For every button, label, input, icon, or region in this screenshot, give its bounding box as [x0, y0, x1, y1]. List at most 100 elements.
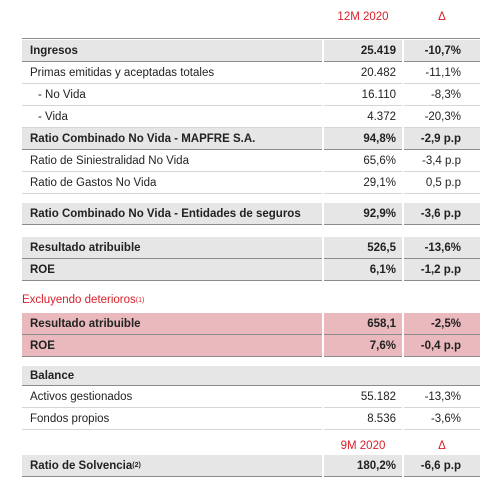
row-label: Resultado atribuible — [22, 237, 322, 259]
row-value-text: 658,1 — [367, 317, 396, 330]
row-label-text: Ratio de Gastos No Vida — [30, 176, 157, 189]
row-delta: -2,9 p.p — [404, 128, 480, 150]
row-label: Ratio Combinado No Vida - Entidades de s… — [22, 203, 322, 225]
row-value-text: 6,1% — [369, 263, 396, 276]
row-label: ROE — [22, 335, 322, 357]
row-delta-text: -13,6% — [424, 241, 461, 254]
row-label-text: Ratio de Solvencia — [30, 459, 133, 472]
row-label-text: Resultado atribuible — [30, 317, 141, 330]
row-value-text: 29,1% — [363, 176, 396, 189]
column-header-text: Δ — [438, 440, 446, 452]
column-header-text: Δ — [438, 11, 446, 23]
row-value: 25.419 — [324, 40, 402, 62]
row-label-text: Activos gestionados — [30, 390, 133, 403]
row-label-text: Ingresos — [30, 44, 78, 57]
row-delta: -13,3% — [404, 386, 480, 408]
row-label-text: ROE — [30, 339, 55, 352]
note-label-text: Excluyendo deterioros — [22, 294, 136, 306]
row-delta-text: 0,5 p.p — [425, 176, 461, 189]
row-value-text: 20.482 — [360, 66, 396, 79]
row-value-text: 16.110 — [361, 88, 396, 101]
row-delta-text: -20,3% — [424, 110, 461, 123]
row-value-text: 65,6% — [363, 154, 396, 167]
row-label-text: Ratio Combinado No Vida - Entidades de s… — [30, 207, 301, 220]
row-value: 16.110 — [324, 84, 402, 106]
row-label-text: Fondos propios — [30, 412, 110, 425]
row-value: 8.536 — [324, 408, 402, 430]
row-label: Ingresos — [22, 40, 322, 62]
row-delta-text: -8,3% — [430, 88, 461, 101]
row-delta: -1,2 p.p — [404, 259, 480, 281]
row-value: 29,1% — [324, 172, 402, 194]
row-value: 526,5 — [324, 237, 402, 259]
column-header: 9M 2020 — [324, 437, 402, 455]
row-value: 7,6% — [324, 335, 402, 357]
column-header: Δ — [404, 437, 480, 455]
row-delta: -3,4 p.p — [404, 150, 480, 172]
row-delta: -3,6 p.p — [404, 203, 480, 225]
row-delta: -2,5% — [404, 313, 480, 335]
column-header-text: 9M 2020 — [340, 440, 386, 452]
column-header-text: 12M 2020 — [337, 11, 389, 23]
row-label-text: - Vida — [38, 110, 68, 123]
note-label: Excluyendo deterioros (1) — [22, 292, 144, 308]
row-label: Ratio de Solvencia (2) — [22, 455, 322, 477]
row-value-text: 4.372 — [367, 110, 396, 123]
row-label-text: Primas emitidas y aceptadas totales — [30, 66, 215, 79]
row-value: 92,9% — [324, 203, 402, 225]
row-value: 180,2% — [324, 455, 402, 477]
row-value-text: 94,8% — [363, 132, 396, 145]
row-delta-text: -1,2 p.p — [420, 263, 461, 276]
row-delta: -10,7% — [404, 40, 480, 62]
row-value-text: 8.536 — [367, 412, 396, 425]
row-label-text: - No Vida — [38, 88, 86, 101]
row-delta: 0,5 p.p — [404, 172, 480, 194]
row-label-text: Ratio de Siniestralidad No Vida — [30, 154, 189, 167]
footnote-ref: (1) — [135, 296, 145, 304]
row-delta: -0,4 p.p — [404, 335, 480, 357]
row-label: - No Vida — [22, 84, 322, 106]
row-delta-text: -11,1% — [425, 66, 461, 79]
section-title: Balance — [22, 366, 480, 386]
row-delta-text: -2,5% — [430, 317, 461, 330]
row-delta: -20,3% — [404, 106, 480, 128]
row-delta-text: -2,9 p.p — [420, 132, 461, 145]
row-delta-text: -6,6 p.p — [420, 459, 461, 472]
row-label: Fondos propios — [22, 408, 322, 430]
row-label: Ratio Combinado No Vida - MAPFRE S.A. — [22, 128, 322, 150]
row-label-text: ROE — [30, 263, 55, 276]
row-label: Resultado atribuible — [22, 313, 322, 335]
row-value: 6,1% — [324, 259, 402, 281]
row-delta: -8,3% — [404, 84, 480, 106]
row-label-text: Resultado atribuible — [30, 241, 141, 254]
row-value: 20.482 — [324, 62, 402, 84]
section-title-text: Balance — [30, 369, 75, 382]
row-label-text: Ratio Combinado No Vida - MAPFRE S.A. — [30, 132, 256, 145]
row-delta-text: -3,4 p.p — [422, 154, 461, 167]
row-label: Activos gestionados — [22, 386, 322, 408]
row-value-text: 92,9% — [363, 207, 396, 220]
column-header: 12M 2020 — [324, 8, 402, 26]
row-value: 65,6% — [324, 150, 402, 172]
row-delta: -3,6% — [404, 408, 480, 430]
row-delta: -11,1% — [404, 62, 480, 84]
separator — [22, 38, 480, 39]
row-value: 4.372 — [324, 106, 402, 128]
column-header: Δ — [404, 8, 480, 26]
row-delta-text: -0,4 p.p — [420, 339, 461, 352]
row-value-text: 180,2% — [356, 459, 396, 472]
row-delta-text: -3,6 p.p — [420, 207, 461, 220]
row-label: Ratio de Gastos No Vida — [22, 172, 322, 194]
footnote-ref: (2) — [132, 462, 141, 469]
row-delta: -13,6% — [404, 237, 480, 259]
row-delta: -6,6 p.p — [404, 455, 480, 477]
row-delta-text: -10,7% — [424, 44, 461, 57]
row-delta-text: -3,6% — [430, 412, 461, 425]
row-value: 55.182 — [324, 386, 402, 408]
row-value-text: 55.182 — [360, 390, 396, 403]
row-delta-text: -13,3% — [424, 390, 461, 403]
row-label: Ratio de Siniestralidad No Vida — [22, 150, 322, 172]
row-value-text: 526,5 — [367, 241, 396, 254]
row-value-text: 7,6% — [369, 339, 396, 352]
row-label: ROE — [22, 259, 322, 281]
